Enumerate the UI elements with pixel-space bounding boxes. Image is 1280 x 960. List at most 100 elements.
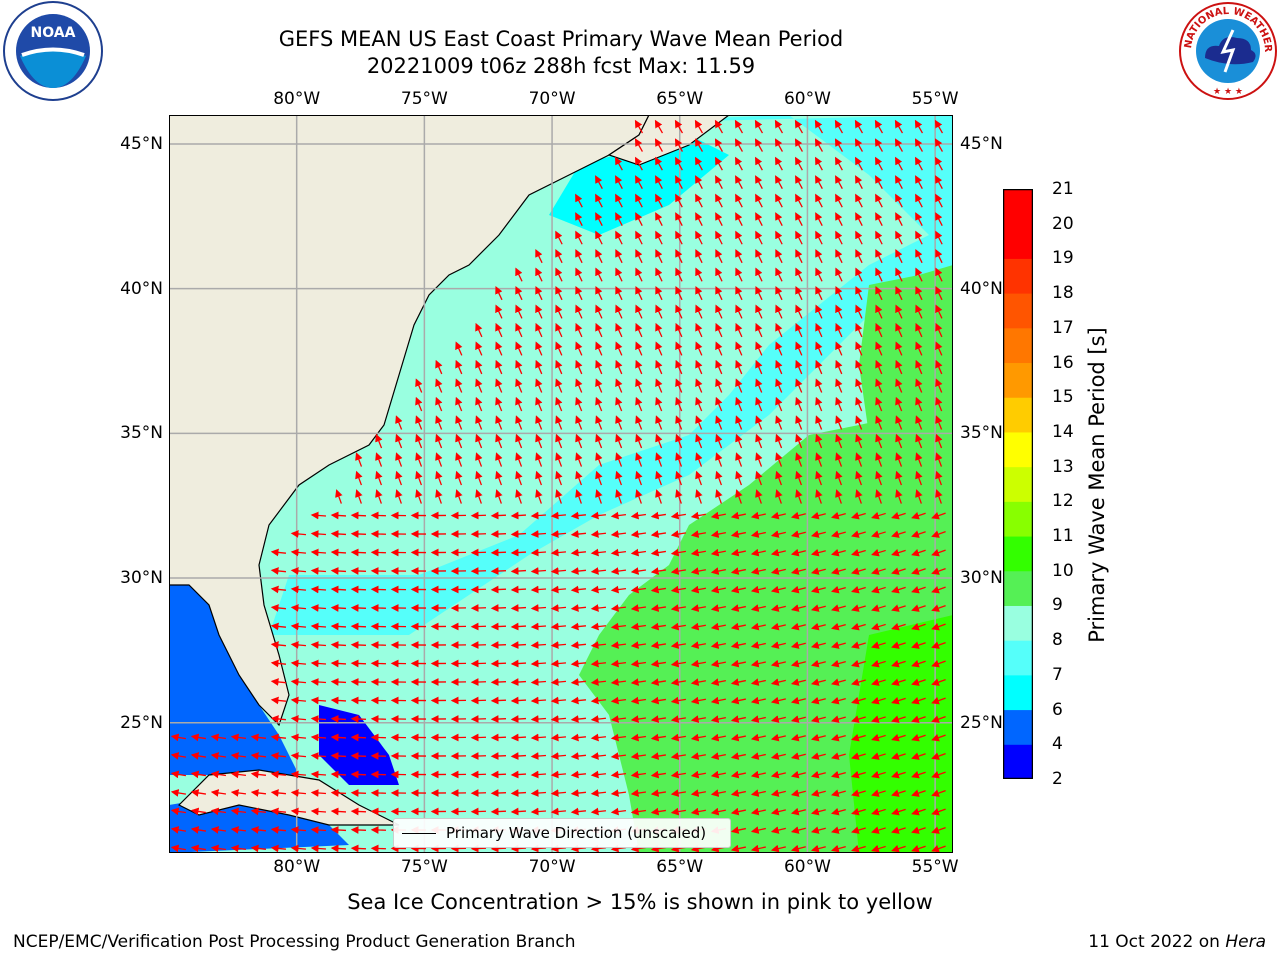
wave-direction-arrow bbox=[535, 378, 543, 393]
wave-direction-arrow bbox=[290, 548, 307, 557]
wave-direction-arrow bbox=[670, 567, 687, 575]
wave-direction-arrow bbox=[654, 138, 663, 152]
wave-direction-arrow bbox=[575, 359, 583, 375]
wave-direction-arrow bbox=[851, 715, 866, 723]
wave-direction-arrow bbox=[350, 659, 367, 668]
wave-direction-arrow bbox=[670, 696, 687, 705]
wave-direction-arrow bbox=[715, 230, 723, 245]
wave-direction-arrow bbox=[435, 415, 443, 430]
wave-direction-arrow bbox=[855, 230, 863, 245]
wave-direction-arrow bbox=[635, 415, 643, 430]
colorbar-segment bbox=[1003, 189, 1033, 225]
wave-direction-arrow bbox=[770, 567, 786, 575]
wave-direction-arrow bbox=[475, 341, 483, 356]
wave-direction-arrow bbox=[755, 452, 763, 467]
wave-direction-arrow bbox=[810, 752, 826, 760]
wave-direction-arrow bbox=[931, 641, 946, 649]
wave-direction-arrow bbox=[871, 641, 886, 649]
wave-direction-arrow bbox=[635, 304, 643, 319]
colorbar-segment bbox=[1003, 362, 1033, 398]
wave-direction-arrow bbox=[675, 285, 683, 301]
period-region-gulf bbox=[169, 580, 299, 775]
wave-direction-arrow bbox=[695, 470, 703, 486]
wave-direction-arrow bbox=[931, 678, 946, 686]
period-region-8-9 bbox=[269, 115, 953, 635]
wave-direction-arrow bbox=[655, 415, 663, 430]
wave-direction-arrow bbox=[190, 770, 207, 779]
wave-direction-arrow bbox=[695, 267, 703, 282]
wave-direction-arrow bbox=[855, 156, 863, 171]
wave-direction-arrow bbox=[895, 396, 903, 412]
wave-direction-arrow bbox=[350, 696, 367, 705]
wave-direction-arrow bbox=[895, 470, 903, 486]
wave-direction-arrow bbox=[851, 789, 866, 797]
wave-direction-arrow bbox=[770, 641, 786, 649]
wave-direction-arrow bbox=[831, 752, 846, 760]
wave-direction-arrow bbox=[855, 304, 863, 319]
wave-direction-arrow bbox=[350, 844, 367, 853]
wave-direction-arrow bbox=[675, 433, 683, 449]
wave-direction-arrow bbox=[270, 548, 287, 557]
wave-direction-arrow bbox=[515, 359, 523, 375]
wave-direction-arrow bbox=[595, 378, 603, 393]
wave-direction-arrow bbox=[670, 715, 687, 723]
wave-direction-arrow bbox=[615, 193, 623, 208]
wave-direction-arrow bbox=[290, 844, 307, 853]
wave-direction-arrow bbox=[535, 267, 543, 282]
wave-direction-arrow bbox=[871, 585, 886, 594]
wave-direction-arrow bbox=[770, 696, 786, 705]
wave-direction-arrow bbox=[635, 212, 643, 227]
wave-direction-arrow bbox=[891, 733, 906, 742]
wave-direction-arrow bbox=[350, 548, 367, 557]
wave-direction-arrow bbox=[190, 826, 207, 834]
wave-direction-arrow bbox=[735, 433, 743, 449]
wave-direction-arrow bbox=[515, 285, 523, 301]
wave-direction-arrow bbox=[931, 770, 946, 779]
wave-direction-arrow bbox=[795, 212, 803, 227]
wave-direction-arrow bbox=[690, 530, 707, 538]
wave-direction-arrow bbox=[290, 770, 307, 779]
wave-direction-arrow bbox=[515, 378, 523, 393]
longitude-tick-label: 60°W bbox=[783, 857, 831, 877]
wave-direction-arrow bbox=[690, 696, 707, 705]
wave-direction-arrow bbox=[715, 267, 723, 282]
wave-direction-arrow bbox=[734, 119, 744, 134]
wave-direction-arrow bbox=[775, 193, 783, 208]
wave-direction-arrow bbox=[290, 659, 307, 668]
wave-direction-arrow bbox=[935, 489, 943, 504]
wave-direction-arrow bbox=[350, 585, 367, 594]
wave-direction-arrow bbox=[915, 322, 923, 338]
wave-direction-arrow bbox=[610, 715, 627, 723]
wave-direction-arrow bbox=[550, 696, 567, 705]
wave-direction-arrow bbox=[810, 696, 826, 705]
wave-direction-arrow bbox=[875, 359, 883, 375]
wave-direction-arrow bbox=[690, 604, 707, 612]
wave-direction-arrow bbox=[435, 378, 443, 393]
wave-direction-arrow bbox=[831, 622, 846, 631]
wave-direction-arrow bbox=[330, 696, 347, 705]
wave-direction-arrow bbox=[330, 678, 347, 686]
wave-direction-arrow bbox=[911, 733, 926, 742]
wave-direction-arrow bbox=[915, 433, 923, 449]
wave-direction-arrows bbox=[170, 119, 946, 853]
wave-direction-arrow bbox=[330, 789, 347, 797]
wave-direction-arrow bbox=[655, 156, 663, 171]
wave-direction-arrow bbox=[915, 378, 923, 393]
wave-direction-arrow bbox=[655, 489, 663, 504]
longitude-tick-label: 65°W bbox=[656, 857, 704, 877]
wave-direction-arrow bbox=[270, 826, 287, 834]
wave-direction-arrow bbox=[855, 267, 863, 282]
wave-direction-arrow bbox=[595, 267, 603, 282]
wave-direction-arrow bbox=[635, 396, 643, 412]
wave-direction-arrow bbox=[290, 696, 307, 705]
wave-direction-arrow bbox=[270, 715, 287, 723]
wave-direction-arrow bbox=[475, 378, 483, 393]
wave-direction-arrow bbox=[911, 752, 926, 760]
wave-direction-arrow bbox=[250, 826, 267, 834]
wave-direction-arrow bbox=[415, 470, 423, 486]
wave-direction-arrow bbox=[570, 585, 587, 594]
wave-direction-arrow bbox=[715, 378, 723, 393]
wave-direction-arrow bbox=[875, 489, 883, 504]
wave-direction-arrow bbox=[650, 659, 667, 668]
wave-direction-arrow bbox=[650, 530, 667, 538]
